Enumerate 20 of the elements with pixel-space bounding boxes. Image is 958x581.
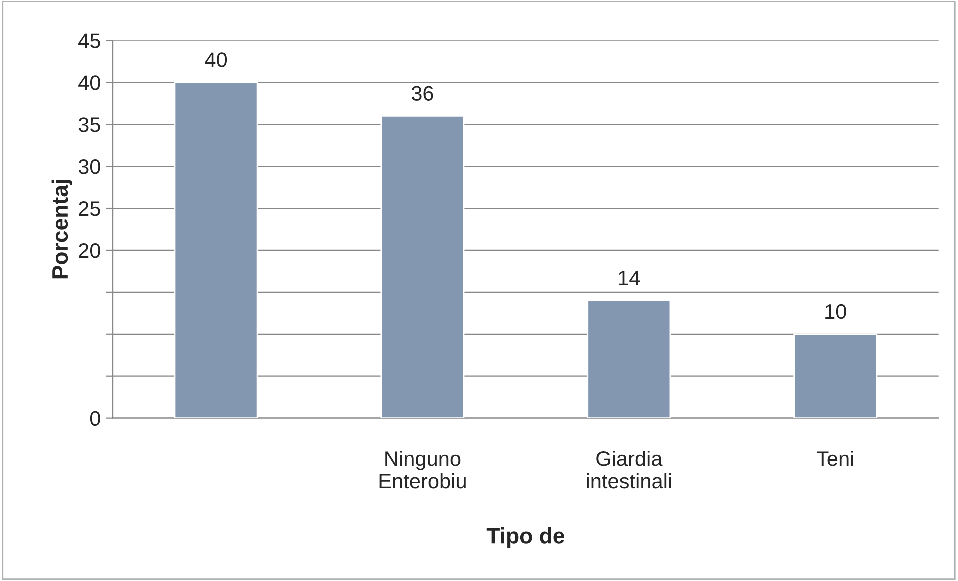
y-tick-label: 45 [78, 34, 100, 48]
bar [174, 82, 258, 418]
y-tick-label: 25 [79, 202, 100, 216]
y-tick-label: 30 [78, 160, 100, 174]
y-axis-title: Porcentaj [52, 180, 73, 279]
data-label: 10 [826, 304, 846, 320]
data-label: 14 [619, 271, 640, 286]
bar [380, 116, 465, 418]
x-tick-label: Giardia intestinali [587, 450, 672, 489]
y-tick-label: 35 [78, 118, 100, 132]
x-tick-label: Ninguno Enterobiu [380, 450, 466, 489]
data-label: 40 [205, 52, 228, 68]
bar [794, 334, 878, 418]
y-tick-label: 40 [78, 76, 100, 90]
y-tick-label: 20 [79, 243, 100, 258]
data-label: 36 [412, 86, 434, 101]
x-tick-label: Teni [816, 450, 854, 466]
bar [587, 300, 672, 418]
x-axis-title: Tipo de [486, 528, 564, 548]
y-tick-label: 0 [90, 411, 100, 426]
